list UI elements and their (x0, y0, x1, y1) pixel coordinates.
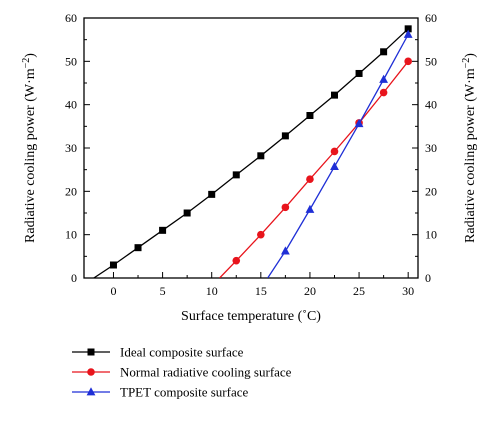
y-tick-label-left: 30 (65, 141, 77, 155)
x-tick-label: 30 (402, 284, 414, 298)
x-tick-label: 25 (353, 284, 365, 298)
data-point-circle (306, 175, 314, 183)
legend-label: Ideal composite surface (120, 345, 244, 360)
y-tick-label-left: 20 (65, 184, 77, 198)
y-axis-title-left: Radiative cooling power (W·m−2) (21, 53, 38, 243)
data-point-square (404, 25, 412, 33)
y-axis-title-right-suffix: ) (463, 53, 478, 58)
y-tick-label-right: 20 (425, 184, 437, 198)
y-axis-title-right-text: Radiative cooling power (W·m (463, 68, 478, 243)
legend-marker (86, 387, 96, 396)
y-axis-title-right: Radiative cooling power (W·m−2) (461, 53, 478, 243)
series-line-triangle (267, 34, 409, 278)
y-tick-label-left: 40 (65, 98, 77, 112)
y-axis-title-left-text: Radiative cooling power (W·m (23, 68, 38, 243)
data-point-square (159, 226, 167, 234)
y-tick-label-left: 60 (65, 11, 77, 25)
data-point-square (331, 91, 338, 99)
legend-marker (87, 348, 95, 356)
x-axis-title: Surface temperature (˚C) (181, 309, 321, 324)
data-point-square (183, 209, 191, 217)
legend-label: TPET composite surface (120, 385, 249, 400)
y-tick-label-right: 30 (425, 141, 437, 155)
data-point-square (380, 48, 388, 56)
data-point-circle (232, 256, 241, 265)
data-point-circle (379, 88, 388, 97)
y-tick-label-left: 50 (65, 54, 77, 68)
y-tick-label-left: 10 (65, 228, 77, 242)
data-point-square (306, 112, 314, 119)
data-point-circle (404, 57, 412, 66)
plot-frame (83, 17, 419, 279)
data-point-triangle (330, 161, 339, 171)
data-point-triangle (354, 118, 364, 128)
data-point-square (257, 152, 265, 160)
data-point-square (208, 190, 216, 198)
series-line-square (93, 28, 409, 278)
data-point-triangle (280, 246, 290, 255)
y-tick-label-right: 50 (425, 54, 437, 68)
y-tick-label-right: 60 (425, 11, 437, 25)
data-point-circle (330, 147, 339, 156)
y-tick-label-right: 10 (425, 228, 437, 242)
data-point-circle (281, 203, 290, 212)
x-tick-label: 5 (160, 284, 166, 298)
series-group (93, 25, 413, 278)
data-point-square (355, 69, 363, 77)
data-point-triangle (305, 204, 315, 213)
data-point-circle (257, 230, 265, 239)
y-tick-label-right: 0 (425, 271, 431, 285)
x-tick-label: 15 (255, 284, 267, 298)
y-axis-title-left-exponent: −2 (21, 58, 32, 69)
series-line-circle (219, 60, 409, 278)
x-tick-label: 10 (206, 284, 218, 298)
y-axis-title-left-suffix: ) (23, 53, 38, 58)
data-point-square (109, 261, 117, 269)
legend: Ideal composite surface Normal radiative … (72, 345, 292, 400)
legend-marker (87, 368, 95, 376)
data-point-triangle (379, 74, 389, 83)
y-tick-label-left: 0 (71, 271, 77, 285)
data-point-square (281, 132, 289, 140)
axes: 0 5 10 15 20 25 30 0 0 10 10 20 20 30 30 40 40 50 50 60 60 Su… (21, 11, 478, 324)
y-axis-title-right-exponent: −2 (461, 58, 472, 69)
y-tick-label-right: 40 (425, 98, 437, 112)
x-tick-label: 20 (304, 284, 316, 298)
data-point-square (232, 171, 240, 179)
data-point-square (134, 244, 142, 252)
x-tick-label: 0 (110, 284, 116, 298)
legend-label: Normal radiative cooling surface (120, 365, 292, 380)
data-point-triangle (403, 29, 413, 38)
